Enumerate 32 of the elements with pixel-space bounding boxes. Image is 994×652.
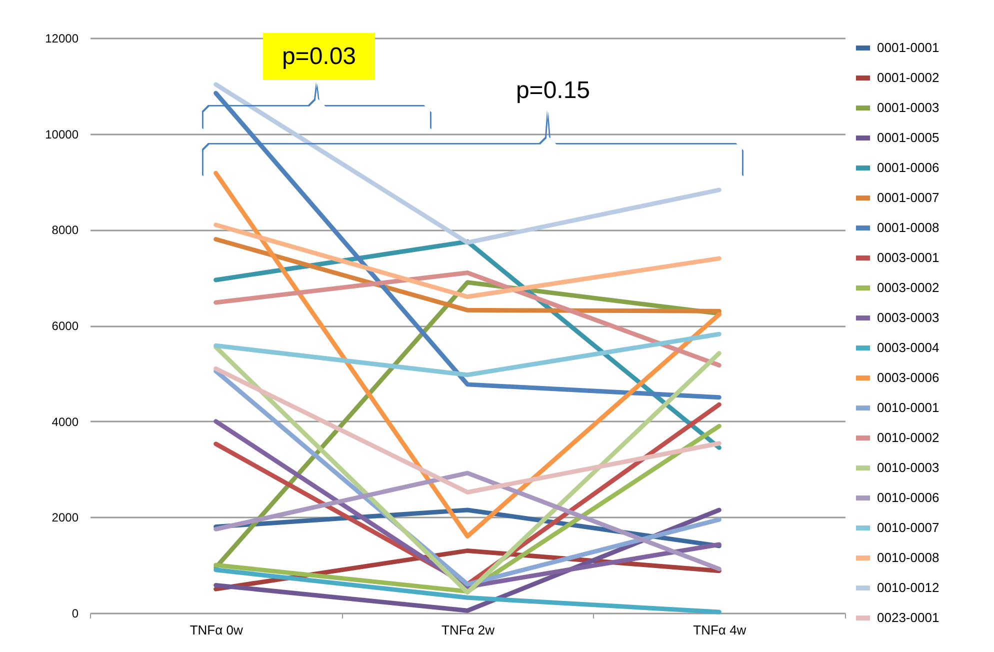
x-tick-label: TNFα 0w	[190, 622, 244, 638]
y-tick-label: 2000	[52, 510, 79, 525]
legend-label: 0001-0003	[877, 100, 940, 115]
legend-label: 0010-0001	[877, 400, 940, 415]
legend-label: 0001-0002	[877, 70, 940, 85]
legend-label: 0003-0006	[877, 370, 940, 385]
legend-label: 0001-0007	[877, 190, 940, 205]
legend-label: 0003-0003	[877, 310, 940, 325]
legend-label: 0001-0005	[877, 130, 940, 145]
legend-label: 0010-0007	[877, 520, 940, 535]
legend-label: 0001-0006	[877, 160, 940, 175]
y-tick-label: 0	[72, 606, 79, 620]
y-tick-label: 4000	[52, 414, 79, 429]
legend-label: 0010-0012	[877, 580, 940, 595]
legend-label: 0010-0002	[877, 430, 940, 445]
y-tick-label: 6000	[52, 319, 79, 333]
legend-label: 0003-0002	[877, 280, 940, 295]
legend-label: 0010-0003	[877, 460, 940, 475]
legend-label: 0001-0008	[877, 220, 940, 235]
y-tick-label: 12000	[45, 32, 79, 46]
y-tick-label: 10000	[45, 127, 79, 142]
legend-label: 0010-0006	[877, 490, 940, 505]
legend-label: 0001-0001	[877, 40, 940, 55]
y-tick-label: 8000	[52, 223, 79, 238]
x-tick-label: TNFα 4w	[693, 622, 747, 638]
legend-label: 0010-0008	[877, 550, 940, 565]
annotation: p=0.03	[263, 33, 375, 80]
x-tick-label: TNFα 2w	[441, 622, 496, 638]
legend-label: 0003-0004	[877, 340, 940, 355]
annotation: p=0.15	[514, 77, 592, 104]
legend-label: 0003-0001	[877, 250, 940, 265]
legend-label: 0023-0001	[877, 610, 940, 625]
